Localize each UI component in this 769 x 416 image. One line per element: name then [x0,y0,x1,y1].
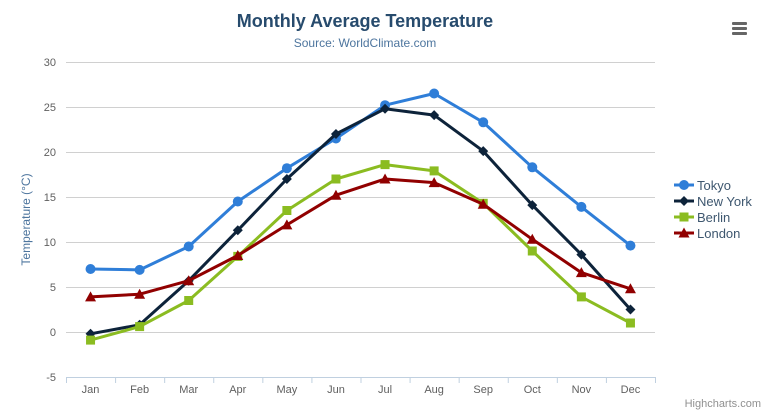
legend-item-label: Tokyo [697,177,731,193]
data-point-square[interactable] [135,322,145,332]
chart-subtitle: Source: WorldClimate.com [293,36,437,50]
x-tick-label: Oct [524,384,541,396]
y-tick-label: 25 [44,102,56,114]
legend-item-label: Berlin [697,209,731,225]
credits-link[interactable]: Highcharts.com [684,398,761,410]
data-point-diamond[interactable] [679,196,689,206]
data-point-triangle[interactable] [330,189,342,200]
data-point-circle[interactable] [232,196,243,207]
data-point-square[interactable] [576,292,586,302]
data-point-diamond[interactable] [330,129,341,139]
x-tick-label: May [276,384,297,396]
data-point-diamond[interactable] [625,304,636,315]
data-point-triangle[interactable] [85,291,97,302]
data-point-circle[interactable] [281,163,292,174]
data-point-diamond[interactable] [478,146,489,157]
data-point-circle[interactable] [478,117,489,128]
data-point-circle[interactable] [85,264,96,274]
data-point-triangle[interactable] [134,288,146,299]
x-tick-label: Nov [572,384,592,396]
x-tick-label: Jan [82,384,100,396]
legend-item-label: New York [697,193,752,209]
data-point-square[interactable] [282,206,292,215]
data-point-circle[interactable] [576,201,587,212]
data-point-circle[interactable] [679,180,689,190]
data-point-circle[interactable] [134,264,145,275]
x-tick-label: Jul [378,384,392,396]
data-point-triangle[interactable] [526,233,538,244]
chart-title: Monthly Average Temperature [236,11,494,31]
series-new-york [85,103,636,339]
data-point-diamond[interactable] [232,225,243,236]
data-point-diamond[interactable] [576,249,587,260]
y-tick-label: 0 [50,327,56,339]
x-tick-label: Dec [621,384,641,396]
series-line [89,163,632,342]
x-tick-label: Jun [327,384,345,396]
data-point-square[interactable] [527,246,537,256]
new-york-series-marker-icon [674,196,694,206]
data-point-triangle[interactable] [624,283,636,294]
data-point-diamond[interactable] [527,200,538,211]
legend-item-london[interactable]: London [674,225,752,241]
series-tokyo [85,88,636,275]
data-point-circle[interactable] [625,240,636,251]
data-point-square[interactable] [184,296,194,305]
data-point-square[interactable] [86,335,96,345]
y-axis-title: Temperature (°C) [19,173,33,265]
legend-item-label: London [697,225,741,241]
data-point-diamond[interactable] [281,174,292,184]
data-point-triangle[interactable] [379,173,391,184]
series-line [89,107,632,336]
series-london [85,173,636,302]
data-point-circle[interactable] [429,88,440,99]
data-point-triangle[interactable] [428,177,440,188]
data-point-circle[interactable] [527,162,538,173]
x-tick-label: Feb [130,384,149,396]
data-point-triangle[interactable] [678,227,690,238]
data-point-square[interactable] [380,160,390,170]
data-point-square[interactable] [429,166,439,176]
data-point-square[interactable] [625,318,635,328]
tokyo-series-marker-icon [674,180,694,190]
x-tick-label: Aug [424,384,444,396]
london-series-marker-icon [674,227,694,238]
data-point-triangle[interactable] [281,219,293,230]
y-tick-label: 15 [44,192,56,204]
data-point-diamond[interactable] [380,103,391,114]
x-tick-label: Apr [229,384,246,396]
legend-item-new-york[interactable]: New York [674,193,752,209]
data-point-triangle[interactable] [575,267,587,278]
legend-item-berlin[interactable]: Berlin [674,209,752,225]
export-menu-button[interactable] [731,21,748,36]
data-point-triangle[interactable] [477,198,489,209]
berlin-series-marker-icon [674,212,694,222]
data-point-diamond[interactable] [429,110,440,121]
y-tick-label: 10 [44,237,56,249]
data-point-triangle[interactable] [232,250,244,260]
y-tick-label: 30 [44,57,56,69]
x-tick-label: Sep [473,384,493,396]
data-point-square[interactable] [331,174,341,184]
x-tick-label: Mar [179,384,198,396]
data-point-triangle[interactable] [183,275,195,286]
y-tick-label: 5 [50,282,56,294]
data-point-square[interactable] [679,212,689,222]
hamburger-icon [732,22,747,35]
data-point-circle[interactable] [183,241,194,252]
legend-item-tokyo[interactable]: Tokyo [674,177,752,193]
legend: Tokyo New York Berlin London [674,177,752,241]
y-tick-label: -5 [46,372,56,384]
y-tick-label: 20 [44,147,56,159]
series-line [89,177,632,299]
